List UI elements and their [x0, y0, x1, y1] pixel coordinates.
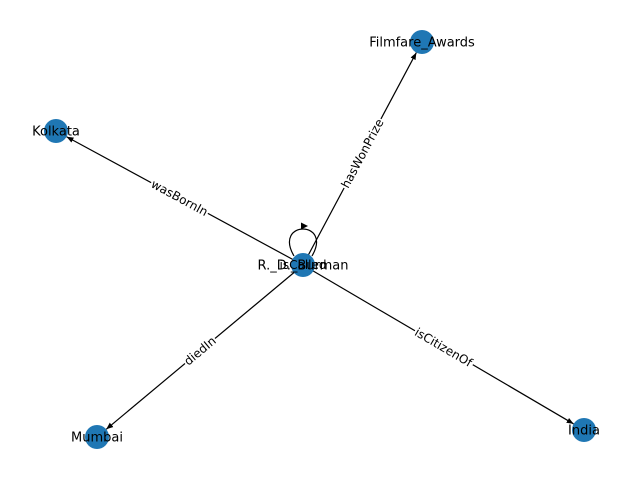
node-label-r-d-burman: R._D._Burman	[258, 259, 349, 274]
edge-wasbornin-label: wasBornIn	[149, 177, 211, 219]
edge-iscalled-label: isCalled	[280, 258, 327, 272]
node-filmfare-awards	[410, 30, 434, 54]
node-labels-layer: R._D._Burman Filmfare_Awards Kolkata Mumbai…	[32, 36, 600, 446]
edge-diedin-label-group: diedIn	[179, 332, 221, 370]
edge-haswonprize-label-bg	[337, 115, 388, 192]
node-label-mumbai: Mumbai	[71, 431, 123, 446]
edge-diedin-label: diedIn	[181, 334, 218, 369]
nodes-layer	[44, 30, 596, 449]
node-mumbai	[85, 425, 109, 449]
node-label-india: India	[568, 424, 600, 439]
edge-iscalled-loop	[288, 228, 318, 257]
node-label-kolkata: Kolkata	[32, 125, 80, 140]
edge-iscalled-arrowhead	[301, 222, 308, 230]
edge-iscitizenof-label-bg	[410, 323, 477, 372]
node-r-d-burman	[291, 253, 315, 277]
edge-iscitizenof-label-group: isCitizenOf	[410, 323, 477, 372]
edges-layer	[66, 52, 574, 430]
edge-diedin-label-bg	[179, 332, 221, 370]
edge-haswonprize-label: hasWonPrize	[338, 117, 386, 191]
node-kolkata	[44, 119, 68, 143]
edge-wasbornin-label-group: wasBornIn	[147, 175, 212, 221]
edge-haswonprize-label-group: hasWonPrize	[337, 115, 388, 192]
node-india	[572, 418, 596, 442]
edge-iscitizenof-label: isCitizenOf	[412, 325, 475, 370]
edge-wasbornin-label-bg	[147, 175, 212, 221]
node-label-filmfare-awards: Filmfare_Awards	[369, 36, 475, 51]
edge-labels-layer: hasWonPrize wasBornIn diedIn isCitizenOf isC…	[147, 115, 477, 372]
